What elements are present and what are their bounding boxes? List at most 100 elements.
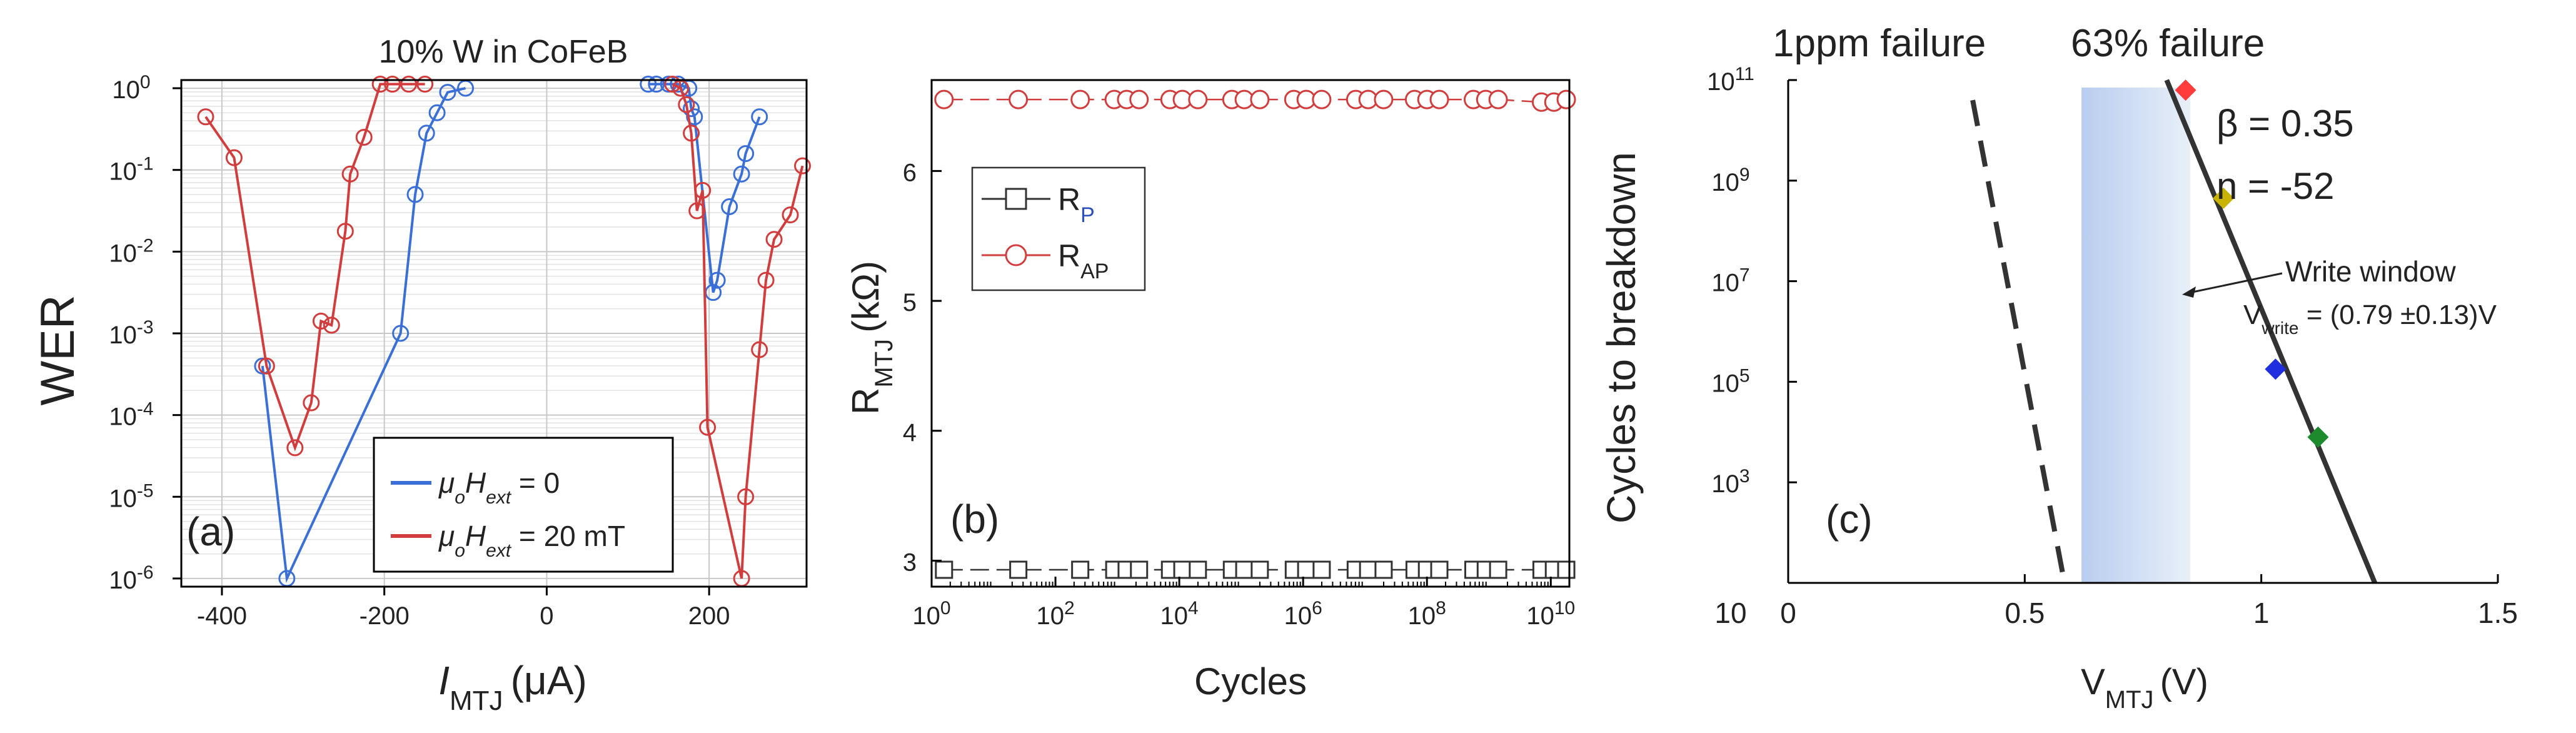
panel-a-legend-box <box>373 437 674 573</box>
panel-c-label: (c) <box>1826 497 1873 542</box>
vwrite-main: V <box>2243 300 2262 330</box>
panel-a-data-point-1 <box>699 418 717 436</box>
panel-c-y-tick-label-exp: 7 <box>1739 265 1750 285</box>
panel-a-label: (a) <box>186 509 235 554</box>
panel-a-xlabel-unit: (μA) <box>511 658 587 703</box>
panel-c-y-tick-label-base: 10 <box>1711 169 1739 196</box>
panel-a-data-point-0 <box>751 108 768 126</box>
panel-c-y-tick-label-base: 10 <box>1707 68 1735 96</box>
panel-a-data-point-0 <box>392 325 410 342</box>
panel-b-rp-point <box>1189 560 1207 579</box>
panel-b-xlabel: Cycles <box>1194 660 1307 702</box>
panel-a-data-point-0 <box>660 76 677 93</box>
panel-b-x-tick-label-exp: 2 <box>1064 598 1075 619</box>
panel-a-y-tick-label-base: 10 <box>109 240 137 267</box>
panel-b-y-tick-label: 5 <box>903 289 917 316</box>
panel-c-y-tick-label-base: 10 <box>1711 270 1739 297</box>
panel-a-title: 10% W in CoFeB <box>379 34 628 70</box>
panel-c-write-window-arrowhead <box>2182 286 2196 298</box>
panel-a-y-tick-label: 10-1 <box>109 153 153 186</box>
panel-a-y-tick-label-exp: -1 <box>137 153 154 174</box>
panel-a-data-point-0 <box>708 271 726 289</box>
panel-b-ylabel-main: R <box>845 388 887 415</box>
panel-a-data-point-1 <box>688 202 706 220</box>
panel-a-legend: μoHext = 0 μoHext = 20 mT <box>373 437 674 573</box>
panel-b-y-tick-label: 3 <box>903 548 917 576</box>
panel-a-data-point-1 <box>336 223 354 240</box>
panel-c-x-ticks: 0 0.5 1 1.5 <box>1780 574 2518 629</box>
panel-c-breakdown-chart: 1ppm failure 63% failure 0 0.5 1 1.5 101110… <box>1599 22 2518 714</box>
panel-b-x-tick-label-exp: 10 <box>1554 598 1575 619</box>
panel-c-xlabel-unit: (V) <box>2160 662 2208 702</box>
panel-a-data-point-1 <box>694 181 712 199</box>
panel-c-xlabel-sub: MTJ <box>2105 686 2154 714</box>
panel-a-y-tick-label-exp: -2 <box>137 235 154 256</box>
panel-a-data-point-1 <box>782 206 799 224</box>
panel-c-y-tick-label-base: 10 <box>1711 470 1739 498</box>
panel-a-x-tick-label: 0 <box>540 602 553 630</box>
legend0-mu: μ <box>438 467 455 499</box>
panel-b-ylabel: RMTJ (kΩ) <box>845 261 898 415</box>
panel-a-y-tick-label-exp: -4 <box>137 398 154 419</box>
panel-b-rp-point <box>1173 560 1192 579</box>
panel-c-x-tick-label: 0.5 <box>2005 597 2045 629</box>
panel-b-rap-point <box>1188 89 1208 109</box>
legend1-value: = 20 mT <box>511 520 625 552</box>
panel-a-xlabel: IMTJ (μA) <box>438 658 587 716</box>
panel-b-rp-point <box>1430 560 1449 579</box>
panel-c-data-point <box>2175 79 2196 101</box>
panel-b-rp-point <box>1297 560 1316 579</box>
panel-a-data-point-1 <box>757 271 775 289</box>
panel-b-rp-point <box>1312 560 1331 579</box>
panel-b-legend-marker-0 <box>1005 188 1027 210</box>
panel-b-legend-marker-1 <box>1005 244 1027 266</box>
panel-c-top-label-right: 63% failure <box>2071 22 2265 65</box>
panel-a-y-tick-label: 10-4 <box>109 398 153 431</box>
panel-a-data-point-1 <box>794 157 812 174</box>
panel-b-rap-point <box>1488 89 1508 109</box>
panel-a-data-point-1 <box>371 76 389 93</box>
panel-b-ylabel-sub: MTJ <box>870 339 898 388</box>
panel-b-x-tick-label-exp: 4 <box>1188 598 1199 619</box>
panel-b-x-tick-label-base: 10 <box>1408 602 1436 630</box>
panel-a-data-point-1 <box>751 341 768 358</box>
panel-b-rap-point <box>1312 89 1332 109</box>
panel-a-y-tick-label-exp: -6 <box>137 562 154 582</box>
panel-a-data-point-1 <box>258 357 275 375</box>
panel-a-data-point-0 <box>418 124 435 142</box>
panel-c-xlabel: VMTJ (V) <box>2081 662 2208 714</box>
panel-c-ylabel: Cycles to breakdown <box>1599 152 1644 523</box>
legend1-sub1: o <box>455 540 465 561</box>
panel-b-rap-point <box>934 89 954 109</box>
panel-b-x-tick-label-base: 10 <box>1526 602 1554 630</box>
panel-a-x-tick-label: 200 <box>688 602 730 630</box>
panel-c-top-label-left: 1ppm failure <box>1773 22 1986 65</box>
panel-b-x-tick-label-exp: 0 <box>940 598 951 619</box>
panel-a-data-point-0 <box>737 145 755 163</box>
panel-c-y-bottom-label: 10 <box>1714 597 1746 629</box>
panel-a-data-point-0 <box>733 165 750 183</box>
panel-b-rap-point <box>1129 89 1149 109</box>
panel-a-data-point-0 <box>686 108 703 126</box>
panel-a-data-point-1 <box>341 165 359 183</box>
panel-a-x-ticks: -400 -200 0 200 <box>197 587 730 630</box>
panel-a-data-point-1 <box>737 488 755 505</box>
panel-a-data-point-1 <box>303 394 320 412</box>
panel-a-y-tick-label-base: 10 <box>112 76 140 104</box>
panel-a-ylabel: WER <box>31 295 84 405</box>
panel-b-legend-box <box>971 166 1146 291</box>
panel-b-frame <box>930 79 1571 588</box>
panel-a-data-point-1 <box>197 108 214 126</box>
panel-b-legend-entry-1: RAP <box>1058 238 1109 283</box>
panel-c-63pct-fit-line <box>2164 79 2377 584</box>
panel-a-data-point-1 <box>416 76 434 93</box>
panel-c-data-point <box>2213 187 2235 209</box>
panel-c-y-tick-label: 103 <box>1711 466 1749 498</box>
panel-a-data-point-0 <box>406 186 424 203</box>
panel-b-rp-point <box>1557 560 1576 579</box>
panel-a-data-point-1 <box>355 128 373 146</box>
panel-a-y-tick-label-base: 10 <box>109 403 137 431</box>
panel-c-data-point <box>2265 358 2287 380</box>
panel-b-rp-point <box>935 560 953 579</box>
panel-a-x-tick-label: -200 <box>360 602 410 630</box>
